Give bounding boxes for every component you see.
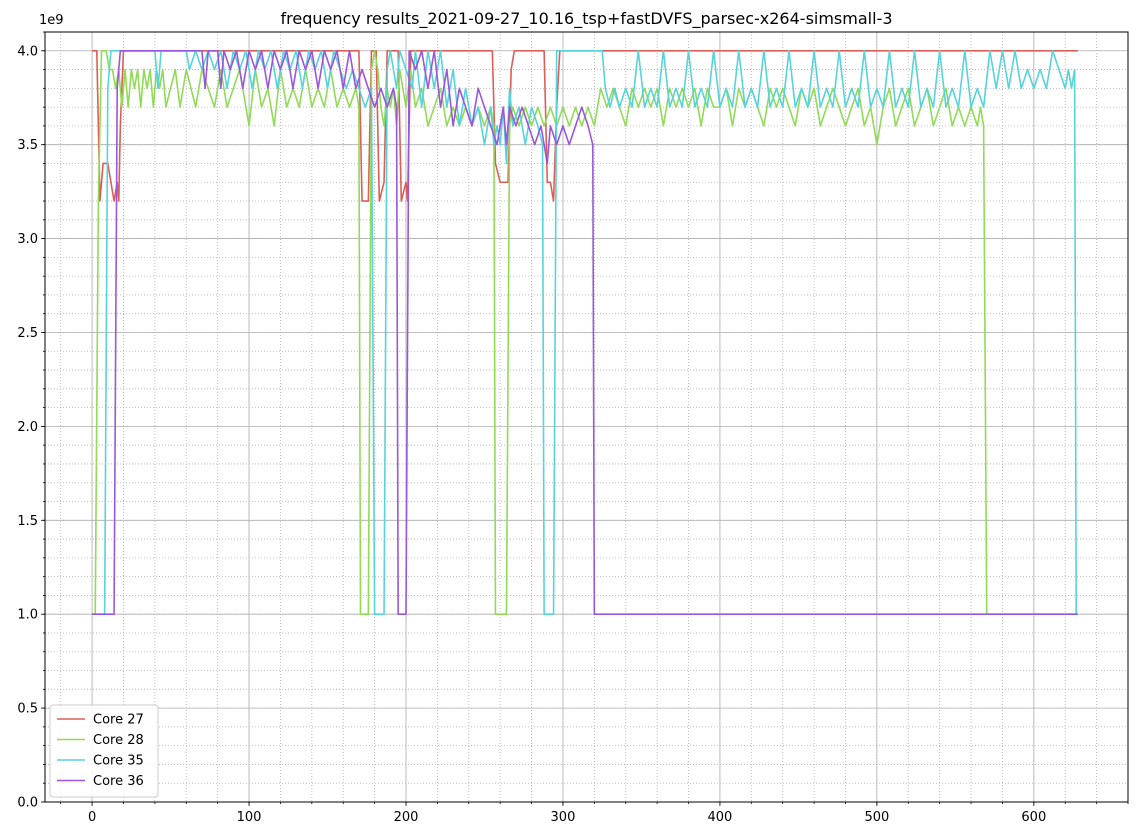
y-tick-label: 2.5 <box>17 326 38 341</box>
minor-grid <box>45 31 1129 803</box>
x-tick-label: 600 <box>1021 810 1046 825</box>
y-axis: 0.0 0.5 1.0 1.5 2.0 2.5 3.0 3.5 4.0 <box>17 31 45 811</box>
chart-title: frequency results_2021-09-27_10.16_tsp+f… <box>280 9 892 29</box>
x-tick-label: 500 <box>864 810 889 825</box>
series-line-core-36 <box>92 49 1078 615</box>
major-grid <box>45 32 1128 803</box>
legend-box <box>49 704 159 798</box>
y-tick-label: 0.0 <box>17 796 38 811</box>
legend-label: Core 28 <box>93 733 144 748</box>
x-tick-label: 300 <box>551 810 576 825</box>
x-tick-label: 200 <box>394 810 419 825</box>
legend-label: Core 27 <box>93 713 144 728</box>
y-axis-offset-label: 1e9 <box>39 13 64 28</box>
x-tick-label: 0 <box>88 810 96 825</box>
y-tick-label: 2.0 <box>17 420 38 435</box>
y-tick-label: 3.5 <box>17 138 38 153</box>
legend-label: Core 36 <box>93 774 144 789</box>
y-tick-label: 3.0 <box>17 232 38 247</box>
legend-label: Core 35 <box>93 754 144 769</box>
y-tick-label: 1.0 <box>17 608 38 623</box>
x-tick-label: 400 <box>707 810 732 825</box>
x-axis: 0 100 200 300 400 500 600 <box>60 802 1129 825</box>
x-tick-label: 100 <box>237 810 262 825</box>
series-line-core-35 <box>92 49 1077 615</box>
series-line-core-27 <box>92 49 1078 202</box>
series-layer <box>92 49 1078 615</box>
y-tick-label: 0.5 <box>17 702 38 717</box>
plot-frame <box>44 31 1129 803</box>
y-tick-label: 4.0 <box>17 44 38 59</box>
y-tick-label: 1.5 <box>17 514 38 529</box>
legend: Core 27 Core 28 Core 35 Core 36 <box>49 704 159 798</box>
